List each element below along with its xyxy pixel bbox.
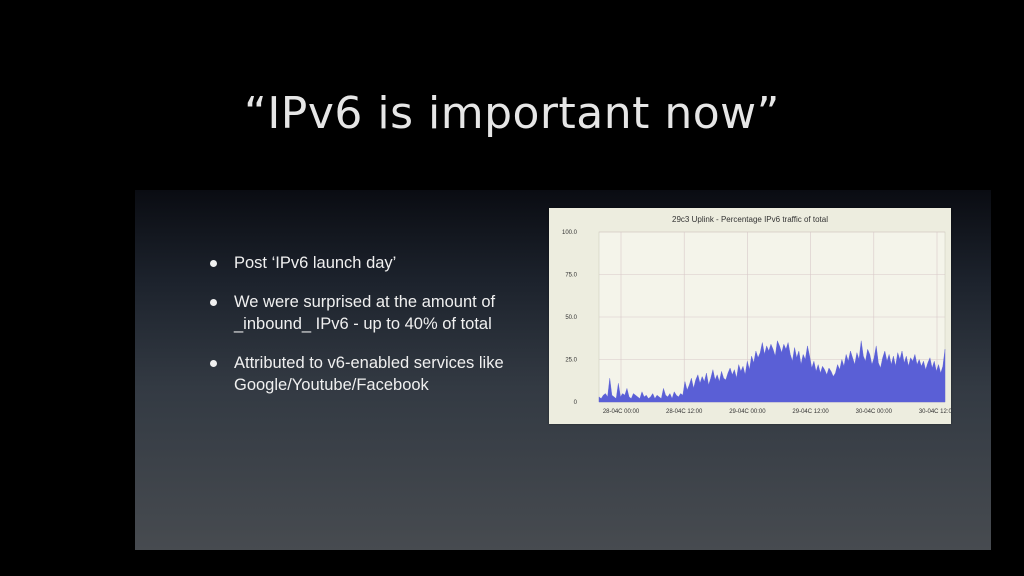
series-area [598, 340, 946, 403]
chart-axis-layer: 0 25.0 50.0 75.0 100.0 28-04C 00:00 28-04C 12:… [562, 230, 951, 415]
x-tick-label: 29-04C 12:00 [792, 409, 829, 415]
bullet-line: _inbound_ IPv6 - up to 40% of total [234, 315, 492, 333]
y-tick-label: 75.0 [565, 273, 577, 279]
y-tick-label: 0 [574, 400, 578, 406]
chart-area-layer [598, 340, 946, 403]
bullet-item: Post ‘IPv6 launch day’ [208, 252, 538, 274]
bullet-dot-icon [210, 299, 217, 306]
bullet-dot-icon [210, 360, 217, 367]
x-tick-label: 28-04C 12:00 [666, 409, 703, 415]
ipv6-traffic-chart: 29c3 Uplink - Percentage IPv6 traffic of… [549, 208, 951, 424]
chart-title: 29c3 Uplink - Percentage IPv6 traffic of… [672, 215, 828, 224]
x-tick-label: 30-04C 12:00 [919, 409, 951, 415]
y-tick-label: 100.0 [562, 230, 578, 236]
x-tick-label: 29-04C 00:00 [729, 409, 766, 415]
bullet-item: We were surprised at the amount of _inbo… [208, 291, 538, 335]
bullet-line: Google/Youtube/Facebook [234, 376, 429, 394]
bullet-list: Post ‘IPv6 launch day’ We were surprised… [208, 252, 538, 396]
y-tick-label: 50.0 [565, 315, 577, 321]
bullet-dot-icon [210, 260, 217, 267]
y-tick-label: 25.0 [565, 358, 577, 364]
slide-title: “IPv6 is important now” [244, 88, 780, 139]
x-tick-label: 30-04C 00:00 [856, 409, 893, 415]
chart-svg: 29c3 Uplink - Percentage IPv6 traffic of… [562, 215, 951, 415]
bullet-item: Attributed to v6-enabled services like G… [208, 352, 538, 396]
bullet-line: We were surprised at the amount of [234, 293, 496, 311]
bullet-line: Attributed to v6-enabled services like [234, 354, 504, 372]
x-tick-label: 28-04C 00:00 [603, 409, 640, 415]
bullet-line: Post ‘IPv6 launch day’ [234, 254, 397, 272]
